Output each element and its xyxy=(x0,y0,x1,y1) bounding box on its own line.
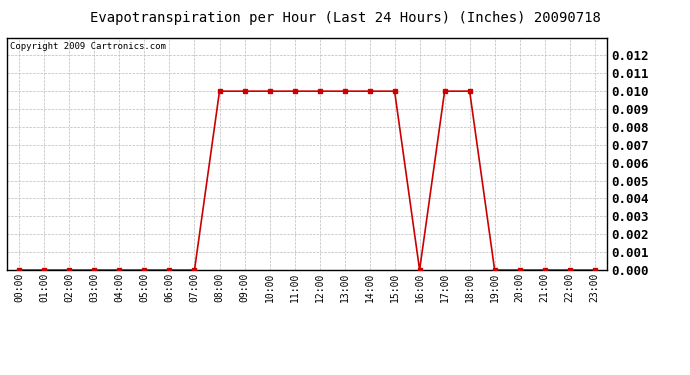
Text: Evapotranspiration per Hour (Last 24 Hours) (Inches) 20090718: Evapotranspiration per Hour (Last 24 Hou… xyxy=(90,11,600,25)
Text: Copyright 2009 Cartronics.com: Copyright 2009 Cartronics.com xyxy=(10,42,166,51)
